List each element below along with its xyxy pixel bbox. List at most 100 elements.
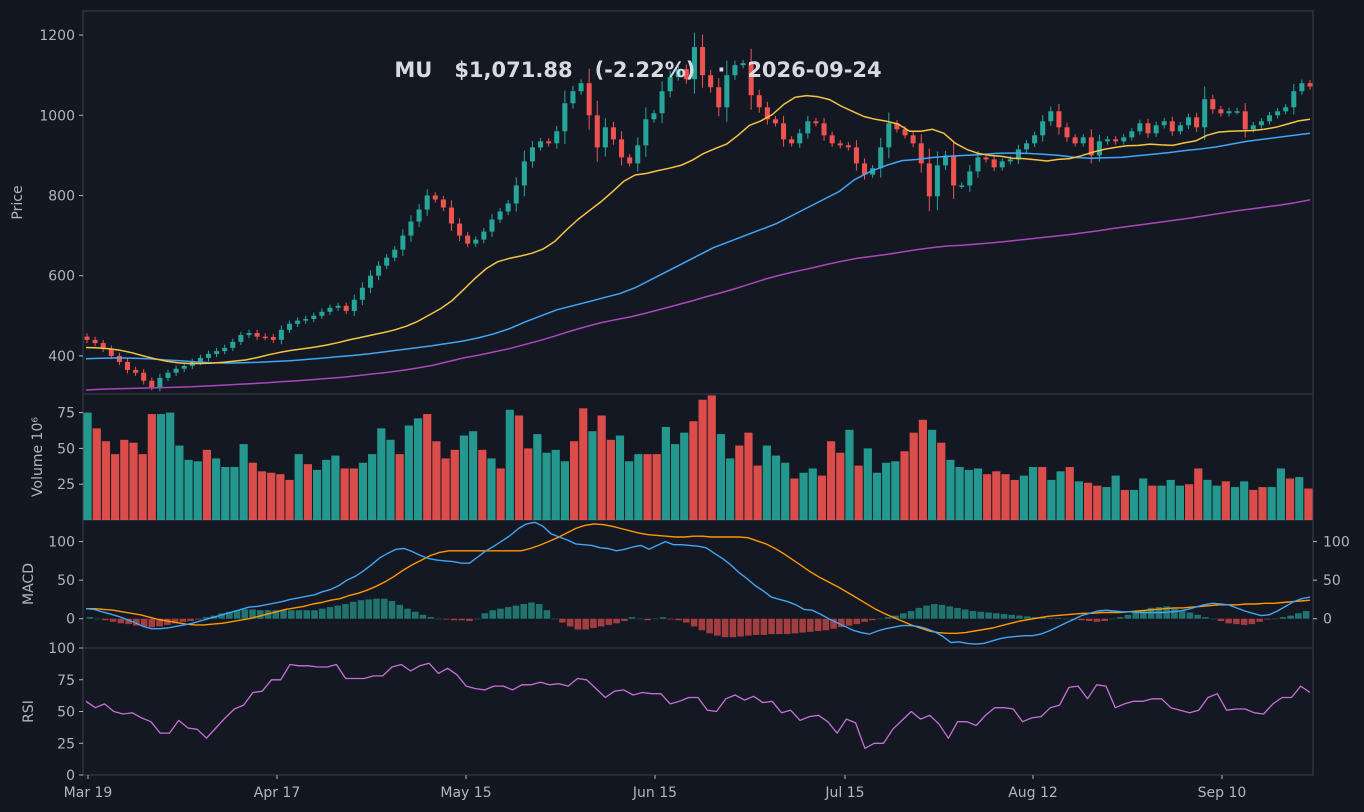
macd-tick-label: 100 <box>48 535 75 551</box>
volume-bar <box>469 431 478 520</box>
macd-hist-bar <box>365 599 373 619</box>
macd-hist-bar <box>729 618 737 638</box>
volume-bar <box>615 435 625 520</box>
macd-hist-bar <box>1054 617 1062 619</box>
volume-bar <box>964 469 973 520</box>
candle-body <box>1072 137 1078 144</box>
x-tick-label: Apr 17 <box>254 785 300 801</box>
volume-bar <box>1258 487 1267 520</box>
macd-signal-line <box>86 523 1311 634</box>
volume-bar <box>423 414 432 520</box>
volume-bar <box>716 434 726 520</box>
macd-line <box>85 521 1311 645</box>
candle-body <box>1064 127 1070 138</box>
macd-hist-bar <box>915 607 923 619</box>
macd-hist-bar <box>566 618 574 627</box>
candle-body <box>845 145 851 148</box>
macd-hist-bar <box>187 618 194 622</box>
macd-hist-bar <box>1217 618 1225 622</box>
macd-hist-bar <box>1178 610 1186 619</box>
macd-hist-bar <box>1194 614 1201 619</box>
volume-bar <box>1120 489 1129 520</box>
volume-bar <box>1148 485 1157 520</box>
candle-body <box>457 223 463 236</box>
candle-body <box>335 305 341 308</box>
macd-hist-bar <box>249 609 256 619</box>
macd-hist-bar <box>528 602 535 619</box>
macd-hist-bar <box>156 618 163 627</box>
macd-hist-bar <box>1132 612 1139 619</box>
candle-body <box>1210 99 1216 110</box>
candle-body <box>764 107 770 120</box>
volume-bar <box>1221 481 1230 520</box>
candle-body <box>359 287 365 300</box>
macd-hist-bar <box>226 611 233 619</box>
candle-body <box>1194 117 1200 128</box>
candle-body <box>133 369 139 373</box>
candle-body <box>157 377 163 388</box>
volume-bar <box>303 464 312 520</box>
x-tick-label: Mar 19 <box>64 785 113 801</box>
volume-bar <box>1001 474 1010 520</box>
candle-body <box>651 113 657 120</box>
volume-bar <box>937 442 946 520</box>
macd-hist-bar <box>683 618 690 623</box>
volume-bar <box>514 415 524 520</box>
candle-body <box>1015 149 1021 160</box>
macd-hist-bar <box>822 618 830 631</box>
macd-hist-bar <box>714 618 721 636</box>
title-separator: · <box>717 58 725 82</box>
candle-body <box>1218 109 1224 114</box>
macd-hist-bar <box>597 618 605 627</box>
candle-body <box>683 69 689 80</box>
candle-body <box>562 103 568 132</box>
macd-hist-bar <box>675 618 682 621</box>
macd-hist-bar <box>489 610 496 619</box>
volume-bar <box>1093 485 1102 520</box>
macd-hist-bar <box>257 610 264 619</box>
candle-body <box>635 145 641 164</box>
volume-bar <box>909 432 918 520</box>
volume-bar <box>1184 484 1194 520</box>
macd-hist-bar <box>985 612 992 619</box>
macd-hist-bar <box>814 618 822 632</box>
volume-bar <box>1249 489 1258 520</box>
macd-hist-bar <box>838 618 845 628</box>
volume-bar <box>524 448 533 520</box>
macd-hist-bar <box>202 617 210 619</box>
macd-hist-bar <box>357 600 365 619</box>
volume-bar <box>147 414 156 520</box>
candle-body <box>1226 111 1232 114</box>
candle-body <box>813 121 819 124</box>
macd-hist-bar <box>1101 618 1108 622</box>
candle-body <box>124 361 131 370</box>
macd-hist-bar <box>845 618 853 626</box>
macd-hist-bar <box>931 604 938 619</box>
macd-hist-bar <box>218 613 225 619</box>
candle-body <box>546 141 552 144</box>
volume-bar <box>1166 479 1175 520</box>
macd-hist-bar <box>535 604 543 619</box>
volume-bar <box>634 454 643 520</box>
candle-body <box>286 323 292 330</box>
candle-body <box>319 311 325 316</box>
candle-body <box>1202 99 1208 128</box>
candle-body <box>619 139 625 158</box>
candle-body <box>983 157 989 160</box>
volume-bar <box>386 439 395 520</box>
volume-bar <box>129 442 138 520</box>
candle-body <box>1145 123 1151 134</box>
candle-body <box>108 348 114 356</box>
price-tick-label: 600 <box>48 269 75 285</box>
candle-body <box>538 141 544 148</box>
volume-tick-label: 75 <box>57 406 75 422</box>
macd-hist-bar <box>783 618 791 635</box>
candle-body <box>748 63 754 96</box>
macd-hist-bar <box>442 618 450 620</box>
macd-hist-bar <box>388 600 396 619</box>
macd-hist-bar <box>233 610 241 619</box>
macd-hist-bar <box>241 609 249 619</box>
macd-hist-bar <box>373 598 380 619</box>
candle-body <box>197 357 203 362</box>
volume-bar <box>1028 467 1038 520</box>
